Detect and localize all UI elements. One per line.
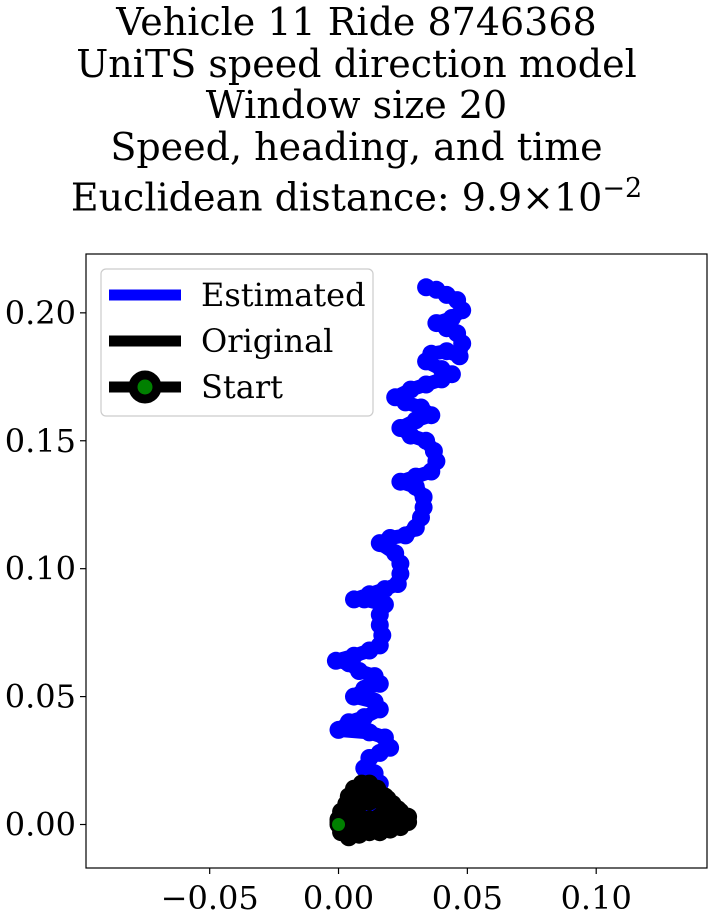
x-tick-label: 0.00 [303,879,374,916]
series-point-estimated [355,708,374,727]
title-distance-prefix: Euclidean distance: [70,175,462,220]
legend-marker-start [128,370,162,404]
x-tick-label: −0.05 [161,879,259,916]
series-point-estimated [412,398,430,417]
series-point-estimated [381,529,400,547]
legend-label-estimated: Estimated [201,276,366,314]
series-point-estimated [365,667,384,686]
series-point-estimated [375,595,394,614]
series-point-estimated [386,388,405,407]
x-tick-label: 0.10 [561,879,632,916]
series-point-estimated [386,544,405,563]
series-point-estimated [422,344,441,363]
y-tick-label: 0.20 [5,294,76,332]
title-distance-exponent: −2 [602,173,643,204]
series-point-estimated [417,375,436,394]
series-point-estimated [365,692,384,711]
series-point-estimated [355,679,374,698]
series-point-estimated [345,646,363,665]
x-tick-label: 0.05 [432,879,503,916]
data-layer [326,278,472,847]
y-tick-label: 0.05 [5,678,76,716]
legend: Estimated Original Start [100,268,374,417]
legend-label-original: Original [201,322,333,360]
series-point-estimated [360,585,379,604]
y-tick-label: 0.00 [5,806,76,844]
series-point-estimated [391,472,410,491]
title-line-4: Speed, heading, and time [110,124,603,169]
series-point-estimated [339,713,358,732]
series-point-estimated [417,431,436,450]
series-point-estimated [427,314,446,333]
series-point-estimated [432,360,451,379]
title-line-2: UniTS speed direction model [76,41,637,86]
series-point-estimated [375,728,394,747]
title-distance-base: 10 [553,175,603,220]
start-marker [332,818,346,832]
title-distance-mantissa: 9.9 [461,175,523,220]
series-point-estimated [391,419,410,437]
legend-box [100,268,374,417]
axis-layer: −0.05 0.00 0.05 0.10 0.00 0.05 0.10 0.15 0.20 [5,294,632,916]
series-point-estimated [326,651,345,670]
series-point-estimated [417,278,436,297]
series-point-estimated [406,467,425,486]
series-point-estimated [360,723,379,742]
series-point-estimated [345,590,363,609]
series-point-estimated [401,380,420,399]
plot-frame [85,253,708,869]
y-tick-label: 0.15 [5,422,76,460]
title-line-1: Vehicle 11 Ride 8746368 [116,0,597,44]
title-distance-times: × [522,175,554,220]
title-line-5: Euclidean distance: 9.9×10−2 [0,168,713,219]
title-line-3: Window size 20 [205,83,508,127]
y-tick-label: 0.10 [5,550,76,588]
chart-title: Vehicle 11 Ride 8746368 UniTS speed dire… [0,0,713,219]
legend-label-start: Start [201,368,283,406]
